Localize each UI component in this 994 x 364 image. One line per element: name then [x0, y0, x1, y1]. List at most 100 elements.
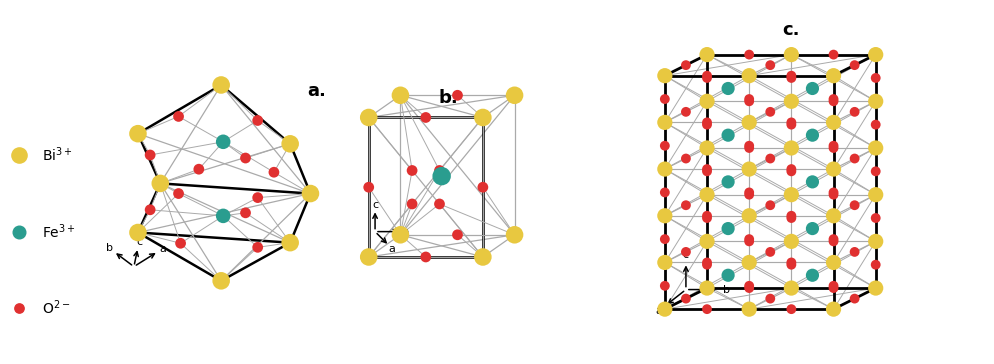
Point: [742, 283, 757, 289]
Point: [142, 152, 158, 158]
Point: [783, 98, 799, 104]
Point: [678, 296, 694, 301]
Point: [699, 166, 715, 172]
Point: [742, 306, 757, 312]
Text: c: c: [136, 237, 142, 248]
Point: [699, 260, 715, 265]
Point: [804, 179, 820, 185]
Text: c: c: [683, 250, 689, 260]
Point: [266, 169, 282, 175]
Point: [282, 240, 298, 246]
Point: [783, 145, 799, 151]
Point: [826, 119, 842, 125]
Point: [475, 254, 491, 260]
Point: [847, 296, 863, 301]
Point: [826, 96, 842, 102]
Point: [657, 143, 673, 149]
Point: [699, 98, 715, 104]
Point: [868, 285, 884, 291]
Point: [678, 202, 694, 208]
Point: [804, 132, 820, 138]
Point: [742, 98, 757, 104]
Point: [826, 260, 842, 265]
Point: [720, 86, 736, 91]
Text: Fe$^{3+}$: Fe$^{3+}$: [42, 222, 76, 241]
Point: [720, 179, 736, 185]
Text: c.: c.: [782, 21, 800, 39]
Point: [826, 306, 842, 312]
Point: [393, 92, 409, 98]
Point: [130, 230, 146, 236]
Point: [762, 202, 778, 208]
Text: a: a: [389, 244, 396, 254]
Point: [783, 169, 799, 174]
Point: [742, 192, 757, 198]
Point: [216, 139, 232, 145]
Text: a: a: [159, 244, 166, 254]
Point: [699, 169, 715, 174]
Point: [847, 249, 863, 255]
Point: [783, 306, 799, 312]
Point: [742, 119, 757, 125]
Point: [249, 195, 265, 201]
Point: [720, 272, 736, 278]
Point: [431, 167, 447, 173]
Point: [699, 52, 715, 58]
Point: [657, 166, 673, 172]
Point: [405, 201, 420, 207]
Point: [783, 75, 799, 81]
Point: [657, 213, 673, 219]
Point: [804, 226, 820, 232]
Point: [449, 232, 465, 238]
Point: [142, 207, 158, 213]
Point: [847, 156, 863, 162]
Text: b: b: [106, 244, 113, 253]
Point: [657, 73, 673, 79]
Point: [742, 238, 757, 244]
Point: [742, 145, 757, 151]
Point: [826, 238, 842, 244]
Point: [361, 254, 377, 260]
Point: [783, 285, 799, 291]
Point: [804, 272, 820, 278]
Point: [868, 75, 884, 81]
Point: [152, 181, 168, 186]
Point: [238, 210, 253, 216]
Point: [826, 73, 842, 79]
Point: [847, 109, 863, 115]
Point: [507, 232, 523, 238]
Point: [699, 192, 715, 198]
Text: Bi$^{3+}$: Bi$^{3+}$: [42, 146, 73, 165]
Point: [847, 202, 863, 208]
Point: [783, 119, 799, 125]
Point: [282, 141, 298, 147]
Point: [507, 92, 523, 98]
Point: [191, 166, 207, 172]
Point: [171, 191, 187, 197]
Point: [783, 52, 799, 58]
Point: [783, 122, 799, 127]
Point: [657, 190, 673, 195]
Point: [762, 62, 778, 68]
Point: [742, 73, 757, 79]
Point: [868, 52, 884, 58]
Point: [762, 249, 778, 255]
Point: [657, 260, 673, 265]
Point: [657, 96, 673, 102]
Point: [868, 98, 884, 104]
Point: [171, 114, 187, 119]
Point: [699, 119, 715, 125]
Point: [678, 62, 694, 68]
Point: [11, 305, 27, 311]
Point: [783, 213, 799, 219]
Point: [249, 118, 265, 123]
Point: [868, 145, 884, 151]
Point: [699, 122, 715, 127]
Point: [783, 215, 799, 221]
Point: [678, 249, 694, 255]
Point: [173, 240, 189, 246]
Point: [826, 52, 842, 58]
Point: [826, 192, 842, 198]
Point: [868, 262, 884, 268]
Point: [657, 306, 673, 312]
